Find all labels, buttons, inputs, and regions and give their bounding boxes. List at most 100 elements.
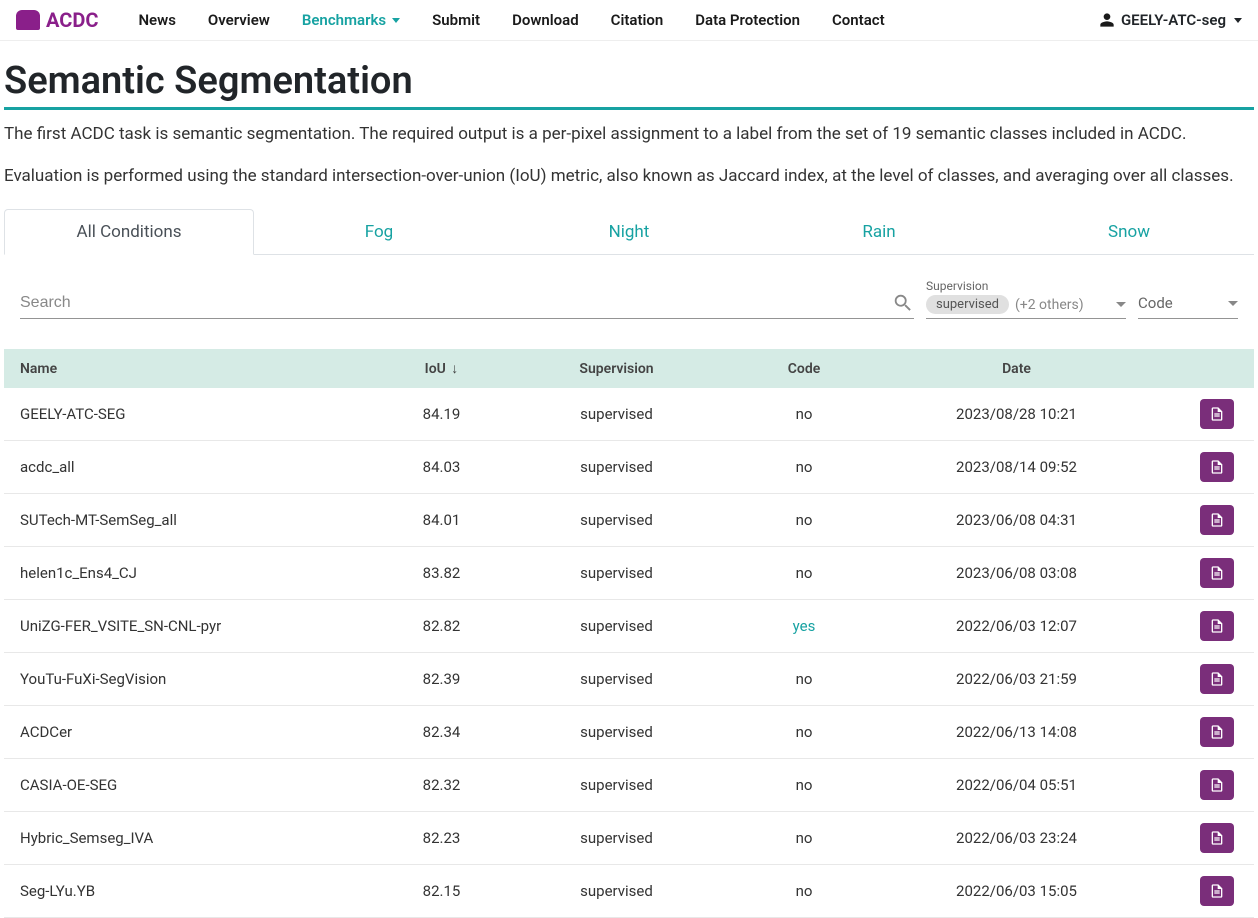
cell-code: no [729, 759, 879, 812]
detail-button[interactable] [1200, 823, 1234, 853]
table-row: GEELY-ATC-SEG84.19supervisedno2023/08/28… [4, 388, 1254, 441]
brand-text: ACDC [46, 8, 98, 32]
navbar: ACDC News Overview Benchmarks Submit Downloa… [0, 0, 1258, 41]
search-icon[interactable] [892, 292, 914, 314]
cell-name: YouTu-FuXi-SegVision [4, 653, 379, 706]
nav-link-news[interactable]: News [138, 11, 175, 29]
user-menu[interactable]: GEELY-ATC-seg [1099, 11, 1242, 29]
cell-name: SUTech-MT-SemSeg_all [4, 494, 379, 547]
cell-name: acdc_all [4, 441, 379, 494]
cell-code: no [729, 547, 879, 600]
cell-name: UniZG-FER_VSITE_SN-CNL-pyr [4, 600, 379, 653]
nav-link-citation[interactable]: Citation [611, 11, 664, 29]
table-row: helen1c_Ens4_CJ83.82supervisedno2023/06/… [4, 547, 1254, 600]
tab-all-conditions[interactable]: All Conditions [4, 209, 254, 255]
chevron-down-icon [392, 18, 400, 23]
search-input[interactable] [20, 294, 892, 312]
results-table: Name IoU ↓ Supervision Code Date GEELY-A… [4, 349, 1254, 918]
nav-link-submit[interactable]: Submit [432, 11, 480, 29]
title-underline [4, 107, 1254, 110]
cell-name: Hybric_Semseg_IVA [4, 812, 379, 865]
nav-link-benchmarks[interactable]: Benchmarks [302, 11, 400, 29]
col-name[interactable]: Name [4, 349, 379, 388]
tab-fog[interactable]: Fog [254, 209, 504, 254]
page-title: Semantic Segmentation [4, 59, 1254, 103]
cell-detail [1154, 706, 1254, 759]
cell-supervision: supervised [504, 600, 729, 653]
cell-date: 2022/06/04 05:51 [879, 759, 1154, 812]
detail-button[interactable] [1200, 770, 1234, 800]
table-row: Seg-LYu.YB82.15supervisedno2022/06/03 15… [4, 865, 1254, 918]
cell-supervision: supervised [504, 388, 729, 441]
cell-date: 2023/06/08 04:31 [879, 494, 1154, 547]
cell-detail [1154, 653, 1254, 706]
cell-code: no [729, 388, 879, 441]
cell-code: no [729, 494, 879, 547]
detail-button[interactable] [1200, 611, 1234, 641]
filter-row: Supervision supervised (+2 others) Code [4, 255, 1254, 331]
cell-name: CASIA-OE-SEG [4, 759, 379, 812]
description-2: Evaluation is performed using the standa… [4, 164, 1254, 190]
cell-iou: 82.34 [379, 706, 504, 759]
cell-date: 2022/06/13 14:08 [879, 706, 1154, 759]
table-row: YouTu-FuXi-SegVision82.39supervisedno202… [4, 653, 1254, 706]
cell-iou: 82.23 [379, 812, 504, 865]
cell-iou: 82.32 [379, 759, 504, 812]
table-row: acdc_all84.03supervisedno2023/08/14 09:5… [4, 441, 1254, 494]
chevron-down-icon [1228, 301, 1238, 306]
detail-button[interactable] [1200, 505, 1234, 535]
col-date[interactable]: Date [879, 349, 1154, 388]
cell-date: 2023/08/28 10:21 [879, 388, 1154, 441]
detail-button[interactable] [1200, 399, 1234, 429]
cell-iou: 84.01 [379, 494, 504, 547]
cell-name: helen1c_Ens4_CJ [4, 547, 379, 600]
cell-date: 2023/06/08 03:08 [879, 547, 1154, 600]
col-iou[interactable]: IoU ↓ [379, 349, 504, 388]
cell-detail [1154, 441, 1254, 494]
col-code-label: Code [788, 361, 821, 377]
chevron-down-icon [1234, 18, 1242, 23]
cell-name: Seg-LYu.YB [4, 865, 379, 918]
detail-button[interactable] [1200, 452, 1234, 482]
cell-supervision: supervised [504, 812, 729, 865]
nav-link-overview[interactable]: Overview [208, 11, 270, 29]
cell-iou: 83.82 [379, 547, 504, 600]
cell-supervision: supervised [504, 706, 729, 759]
cell-detail [1154, 865, 1254, 918]
nav-link-contact[interactable]: Contact [832, 11, 885, 29]
cell-detail [1154, 547, 1254, 600]
detail-button[interactable] [1200, 876, 1234, 906]
cell-code: no [729, 706, 879, 759]
cell-date: 2022/06/03 15:05 [879, 865, 1154, 918]
tab-snow[interactable]: Snow [1004, 209, 1254, 254]
code-filter[interactable]: Code [1138, 294, 1238, 319]
col-code[interactable]: Code [729, 349, 879, 388]
supervision-filter-value: supervised (+2 others) [926, 295, 1126, 314]
col-supervision[interactable]: Supervision [504, 349, 729, 388]
cell-code: yes [729, 600, 879, 653]
tab-rain[interactable]: Rain [754, 209, 1004, 254]
table-body: GEELY-ATC-SEG84.19supervisedno2023/08/28… [4, 388, 1254, 918]
cell-date: 2022/06/03 12:07 [879, 600, 1154, 653]
table-header-row: Name IoU ↓ Supervision Code Date [4, 349, 1254, 388]
cell-iou: 84.03 [379, 441, 504, 494]
detail-button[interactable] [1200, 558, 1234, 588]
cell-detail [1154, 600, 1254, 653]
cell-supervision: supervised [504, 653, 729, 706]
col-name-label: Name [20, 361, 57, 377]
cell-code: no [729, 812, 879, 865]
detail-button[interactable] [1200, 664, 1234, 694]
detail-button[interactable] [1200, 717, 1234, 747]
cell-name: ACDCer [4, 706, 379, 759]
nav-link-download[interactable]: Download [512, 11, 579, 29]
nav-link-data-protection[interactable]: Data Protection [695, 11, 800, 29]
supervision-filter[interactable]: Supervision supervised (+2 others) [926, 279, 1126, 319]
nav-links: News Overview Benchmarks Submit Download Cita… [138, 11, 1099, 29]
cell-iou: 84.19 [379, 388, 504, 441]
tab-night[interactable]: Night [504, 209, 754, 254]
brand-link[interactable]: ACDC [16, 8, 98, 32]
cell-iou: 82.82 [379, 600, 504, 653]
cell-code: no [729, 441, 879, 494]
sort-desc-icon: ↓ [448, 361, 458, 377]
supervision-others: (+2 others) [1015, 297, 1084, 313]
